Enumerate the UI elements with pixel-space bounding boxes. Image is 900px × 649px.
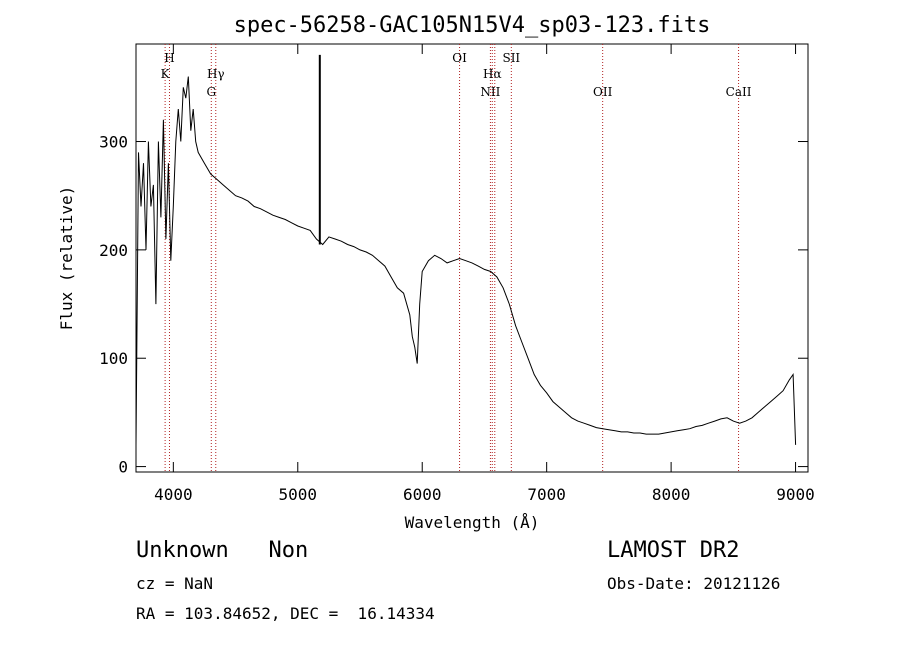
y-tick-label-0: 0 <box>118 458 128 477</box>
x-tick-label-2: 6000 <box>403 485 442 504</box>
y-tick-label-3: 300 <box>99 133 128 152</box>
object-class-label: Unknown Non <box>136 538 309 563</box>
redshift-cz-label: cz = NaN <box>136 574 214 593</box>
line-label-9: OII <box>593 85 613 99</box>
line-label-6: Hα <box>483 67 502 81</box>
y-axis-label: Flux (relative) <box>57 186 76 331</box>
plot-frame <box>135 43 809 473</box>
x-tick-label-4: 8000 <box>652 485 691 504</box>
line-label-8: SII <box>502 51 520 65</box>
spectral-line-markers <box>164 44 740 472</box>
line-label-3: Hγ <box>207 67 225 81</box>
y-tick-label-1: 100 <box>99 349 128 368</box>
line-label-2: G <box>206 85 216 99</box>
ra-dec-label: RA = 103.84652, DEC = 16.14334 <box>136 604 435 623</box>
line-label-4: OI <box>452 51 467 65</box>
x-tick-label-1: 5000 <box>279 485 318 504</box>
line-label-5: NII <box>480 85 500 99</box>
x-axis-ticks: 4000 5000 6000 7000 8000 9000 <box>154 44 815 504</box>
line-label-0: K <box>161 67 171 81</box>
survey-release-label: LAMOST DR2 <box>607 538 740 563</box>
obs-date-label: Obs-Date: 20121126 <box>607 574 781 593</box>
x-axis-label: Wavelength (Å) <box>405 513 540 532</box>
line-label-10: CaII <box>726 85 752 99</box>
x-tick-label-5: 9000 <box>776 485 815 504</box>
spectrum-series-line <box>135 76 797 445</box>
line-label-1: H <box>164 51 174 65</box>
y-tick-label-2: 200 <box>99 241 128 260</box>
y-axis-ticks: 0 100 200 300 <box>99 133 808 477</box>
x-tick-label-0: 4000 <box>154 485 193 504</box>
chart-title: spec-56258-GAC105N15V4_sp03-123.fits <box>234 13 711 38</box>
x-tick-label-3: 7000 <box>527 485 566 504</box>
